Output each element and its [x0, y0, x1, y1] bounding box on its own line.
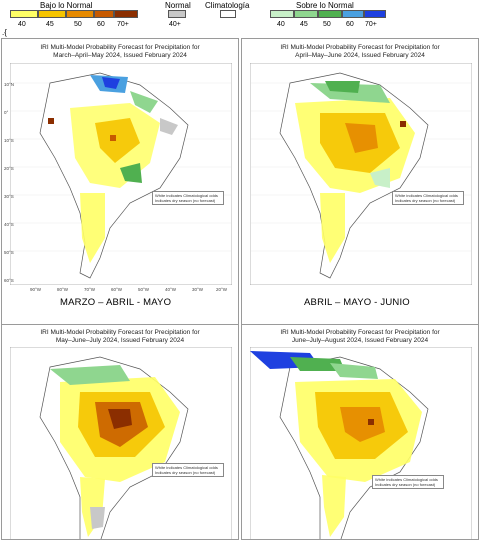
lon-70w: 70°W	[84, 287, 96, 292]
panel-4-title-line2: June–July–August 2024, Issued February 2…	[291, 337, 429, 344]
legend-above-tick-4: 60	[346, 21, 354, 28]
lat-0: 0°	[4, 110, 9, 115]
legend-below-title: Bajo lo Normal	[40, 1, 93, 10]
legend-above-tick-2: 45	[300, 21, 308, 28]
legend-below-swatch-2	[38, 10, 66, 18]
map-3	[10, 347, 232, 539]
legend-above-tick-1: 40	[277, 21, 285, 28]
map-note-line2: Indicates dry season (no forecast)	[155, 198, 216, 203]
panel-3-title-line2: May–June–July 2024, Issued February 2024	[55, 337, 185, 344]
legend-above-tick-5: 70+	[365, 21, 377, 28]
legend-above-swatch-5	[364, 10, 386, 18]
map-panel-2: IRI Multi-Model Probability Forecast for…	[241, 38, 479, 326]
map-1	[10, 63, 232, 285]
map-note-line1: White indicates Climatological odds	[155, 193, 218, 198]
map-note-line1: White indicates Climatological odds	[155, 465, 218, 470]
map-note-line2: Indicates dry season (no forecast)	[375, 482, 436, 487]
legend-below-tick-1: 40	[18, 21, 26, 28]
stray-text: .{	[2, 28, 7, 37]
legend-above-swatch-4	[342, 10, 364, 18]
lat-30s: 30°S	[4, 194, 14, 199]
lon-80w: 80°W	[57, 287, 69, 292]
panel-2-caption: ABRIL – MAYO - JUNIO	[304, 297, 410, 308]
panel-2-title-line1: IRI Multi-Model Probability Forecast for…	[280, 44, 440, 51]
panel-1-title-line2: March–April–May 2024, Issued February 20…	[53, 52, 187, 59]
map-panel-4: IRI Multi-Model Probability Forecast for…	[241, 324, 479, 540]
map-note: White indicates Climatological odds Indi…	[152, 191, 224, 205]
lon-40w: 40°W	[165, 287, 177, 292]
legend-climatology-title: Climatología	[205, 1, 250, 10]
lat-10s: 10°S	[4, 138, 14, 143]
panel-1-caption: MARZO – ABRIL - MAYO	[60, 297, 172, 308]
panel-1-title-line1: IRI Multi-Model Probability Forecast for…	[40, 44, 200, 51]
legend-below-swatch-5	[114, 10, 138, 18]
map-note: White indicates Climatological odds Indi…	[372, 475, 444, 489]
lat-60s: 60°S	[4, 278, 14, 283]
lat-40s: 40°S	[4, 222, 14, 227]
legend-normal-swatch	[168, 10, 186, 18]
lon-20w: 20°W	[216, 287, 228, 292]
legend-below-tick-4: 60	[97, 21, 105, 28]
lon-30w: 30°W	[192, 287, 204, 292]
legend-below-tick-5: 70+	[117, 21, 129, 28]
legend-climatology-swatch	[220, 10, 236, 18]
map-note: White indicates Climatological odds Indi…	[152, 463, 224, 477]
map-note-line2: Indicates dry season (no forecast)	[155, 470, 216, 475]
legend-normal-title: Normal	[165, 1, 191, 10]
panel-4-title-line1: IRI Multi-Model Probability Forecast for…	[280, 329, 440, 336]
map-note-line1: White indicates Climatological odds	[375, 477, 438, 482]
legend-above-swatch-3	[318, 10, 342, 18]
map-2	[250, 63, 472, 285]
legend-below-tick-3: 50	[74, 21, 82, 28]
map-panel-1: IRI Multi-Model Probability Forecast for…	[1, 38, 239, 326]
map-4	[250, 347, 472, 539]
lon-60w: 60°W	[111, 287, 123, 292]
map-note-line2: Indicates dry season (no forecast)	[395, 198, 456, 203]
map-note: White indicates Climatological odds Indi…	[392, 191, 464, 205]
legend-above-title: Sobre lo Normal	[296, 1, 354, 10]
legend-above-swatch-2	[294, 10, 318, 18]
lat-20s: 20°S	[4, 166, 14, 171]
lon-90w: 90°W	[30, 287, 42, 292]
legend-below-tick-2: 45	[46, 21, 54, 28]
legend-below-swatch-4	[94, 10, 114, 18]
panel-3-title-line1: IRI Multi-Model Probability Forecast for…	[40, 329, 200, 336]
legend-below-swatch-1	[10, 10, 38, 18]
lat-10n: 10°N	[4, 82, 15, 87]
map-note-line1: White indicates Climatological odds	[395, 193, 458, 198]
legend-normal-tick: 40+	[169, 21, 181, 28]
panel-2-title-line2: April–May–June 2024, Issued February 202…	[295, 52, 425, 59]
lat-50s: 50°S	[4, 250, 14, 255]
legend-below-swatch-3	[66, 10, 94, 18]
map-panel-3: IRI Multi-Model Probability Forecast for…	[1, 324, 239, 540]
legend-above-swatch-1	[270, 10, 294, 18]
lon-50w: 50°W	[138, 287, 150, 292]
legend-above-tick-3: 50	[323, 21, 331, 28]
